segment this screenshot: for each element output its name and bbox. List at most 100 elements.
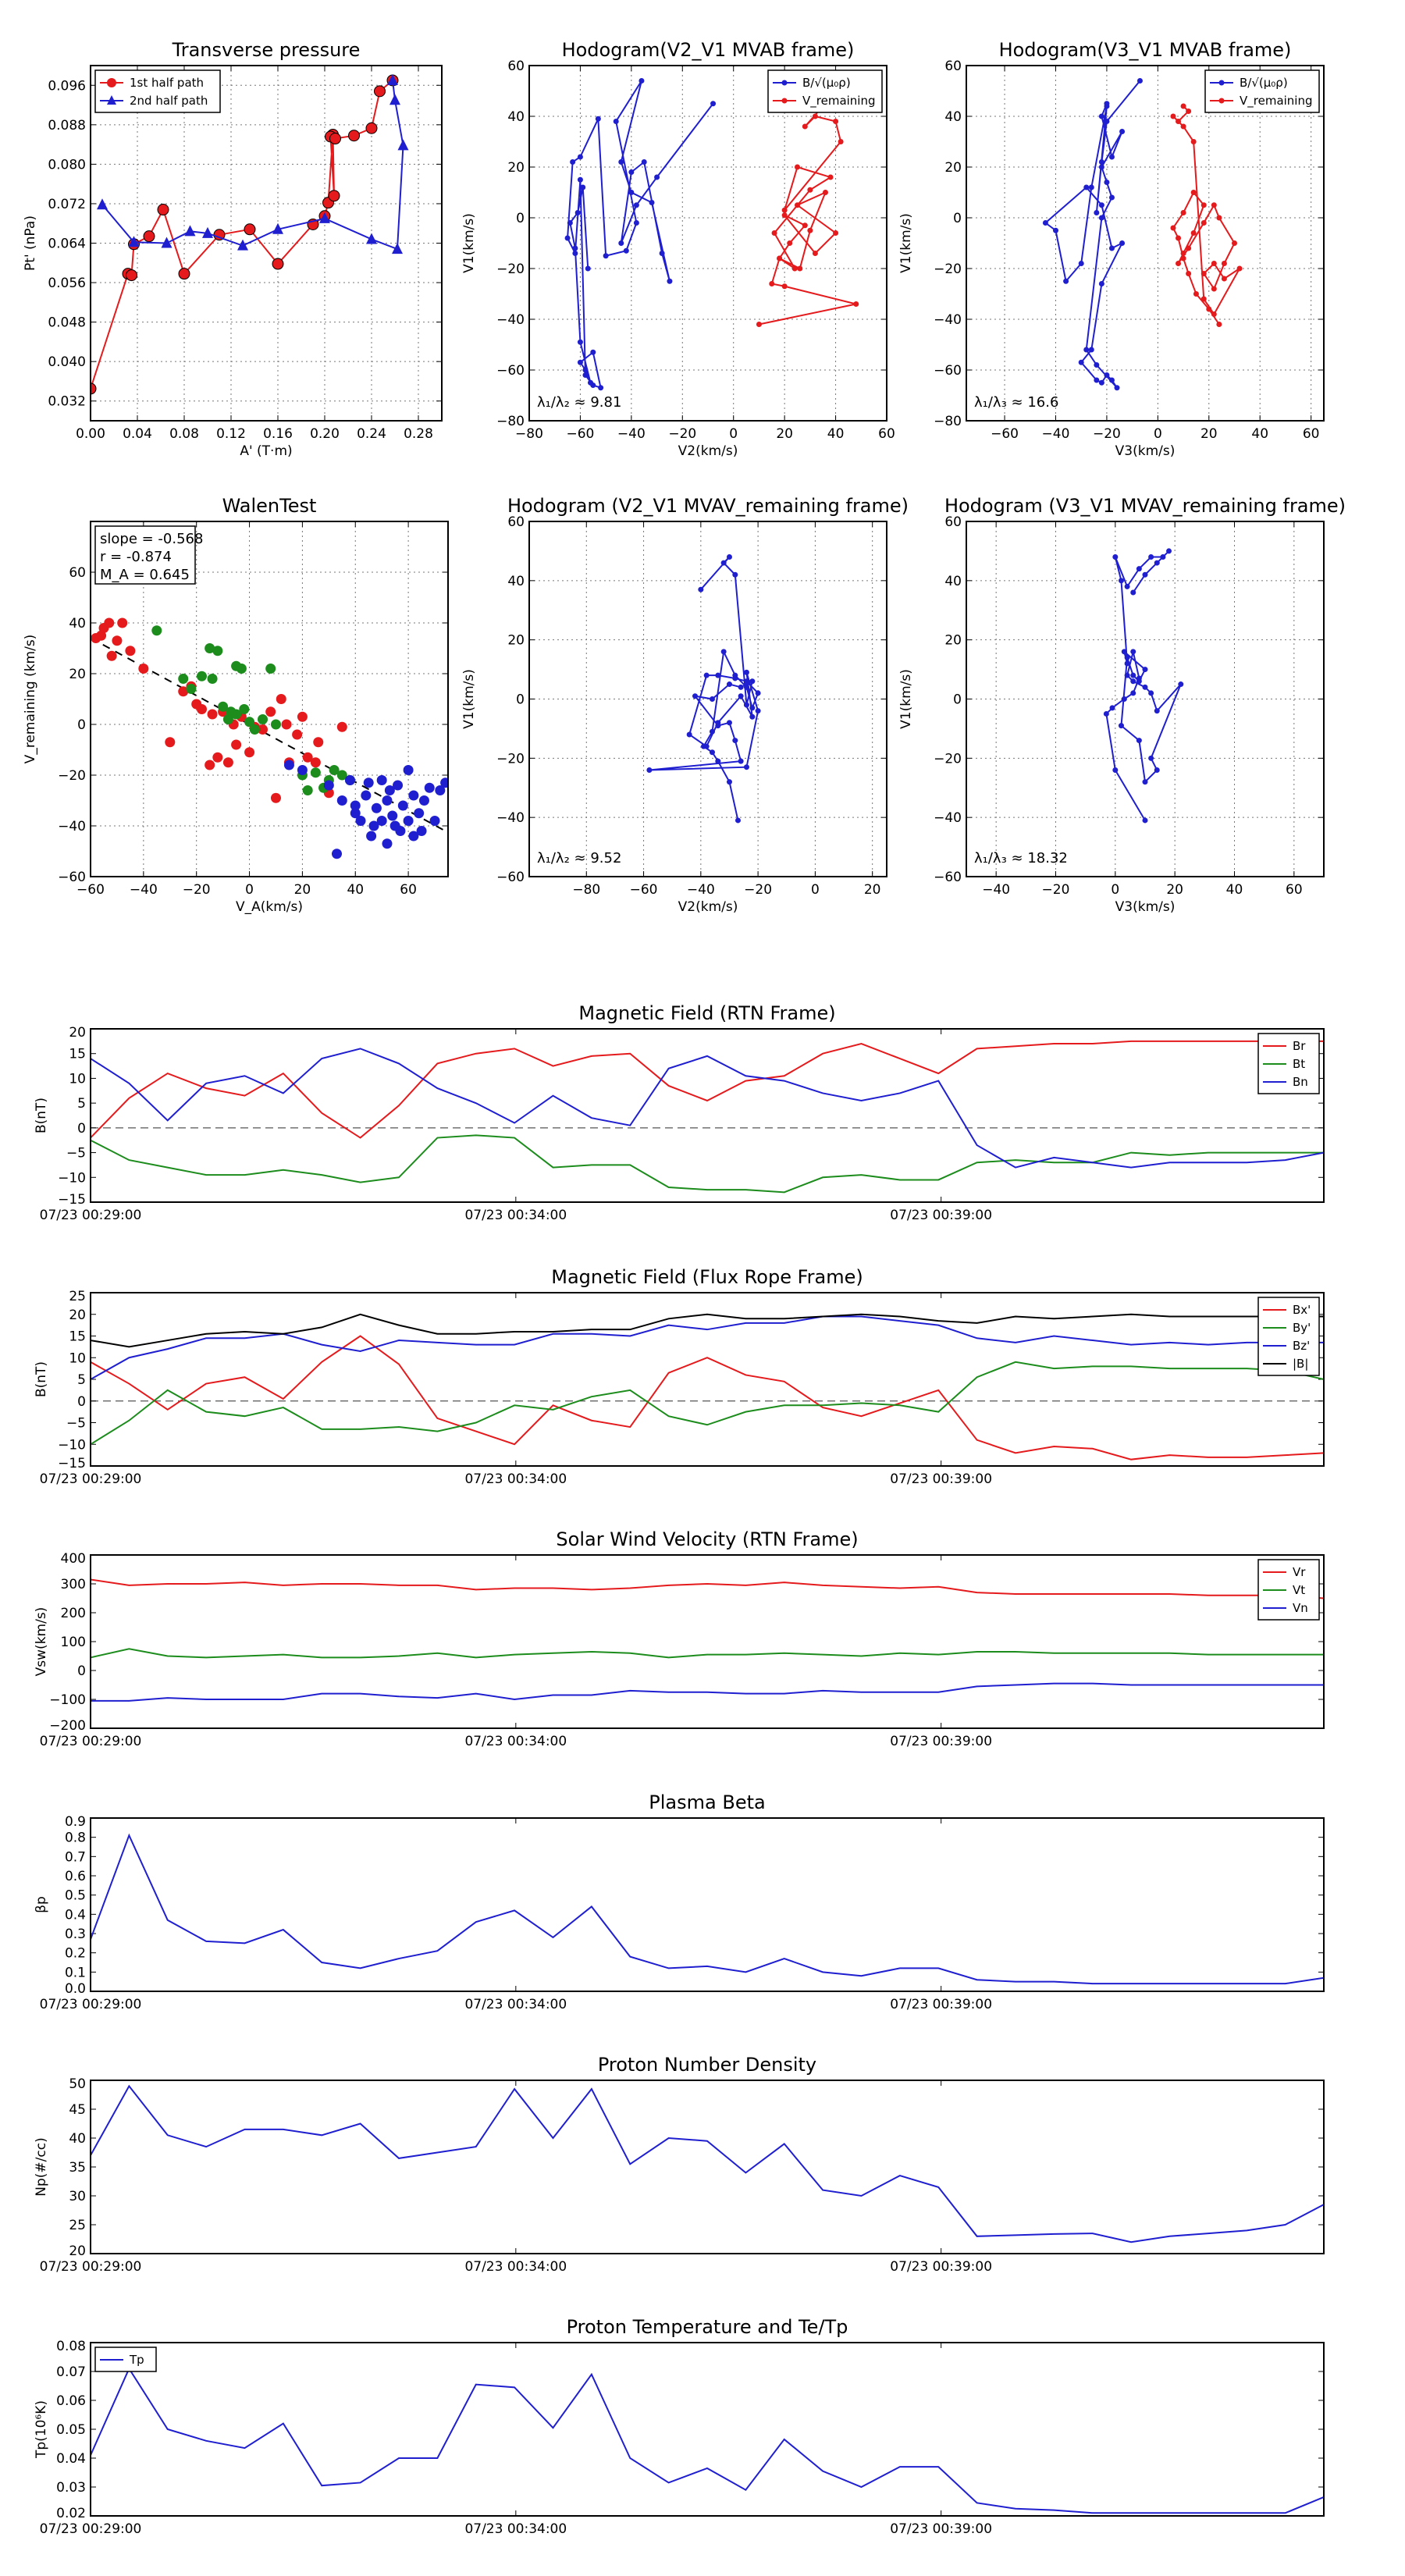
data-point — [1216, 322, 1222, 327]
data-point — [715, 672, 721, 678]
ticks — [90, 1028, 1324, 1203]
data-point — [1136, 78, 1143, 84]
data-point — [313, 737, 324, 748]
plot-area — [564, 78, 859, 391]
data-point — [387, 810, 398, 821]
data-point — [258, 714, 269, 724]
data-point — [161, 237, 173, 248]
data-point — [1109, 705, 1115, 711]
data-point — [270, 719, 281, 730]
y-tick-label: 45 — [69, 2102, 86, 2118]
series-vr — [91, 1578, 1324, 1599]
y-tick-label: −5 — [66, 1416, 86, 1432]
data-point — [703, 672, 710, 678]
data-point — [1160, 554, 1166, 560]
data-point — [567, 220, 573, 226]
data-point — [618, 159, 624, 165]
data-point — [1211, 261, 1217, 266]
data-point — [244, 747, 255, 758]
legend-label: Bz' — [1293, 1339, 1310, 1353]
data-point — [738, 758, 744, 764]
y-tick-label: 200 — [61, 1606, 86, 1621]
x-tick-label: −60 — [76, 882, 105, 898]
data-point — [389, 94, 400, 105]
data-point — [755, 708, 761, 714]
data-point — [1108, 154, 1115, 160]
data-point — [297, 711, 308, 722]
x-tick-label: 20 — [294, 882, 311, 898]
y-tick-label: 0.1 — [65, 1965, 86, 1980]
y-tick-label: 60 — [944, 59, 962, 74]
data-point — [1112, 554, 1119, 560]
data-point — [237, 239, 248, 251]
y-tick-label: 0.2 — [65, 1946, 86, 1962]
x-tick-label: 07/23 00:29:00 — [40, 1471, 142, 1487]
x-tick-label: 0.20 — [310, 426, 340, 442]
data-point — [654, 174, 660, 180]
data-point — [258, 724, 269, 735]
data-point — [1170, 225, 1176, 231]
data-point — [686, 731, 692, 738]
data-point — [1119, 129, 1126, 134]
y-axis-label: V_remaining (km/s) — [23, 635, 38, 764]
legend-label: Vr — [1293, 1565, 1306, 1579]
x-tick-label: 60 — [878, 426, 895, 442]
legend-marker — [107, 78, 116, 87]
data-point — [1124, 654, 1130, 660]
x-tick-label: 07/23 00:29:00 — [40, 1997, 142, 2012]
ticks — [90, 66, 442, 421]
plot-frame — [90, 65, 443, 422]
data-point — [628, 190, 635, 195]
x-tick-label: 0.00 — [76, 426, 105, 442]
series-bx- — [91, 1335, 1324, 1461]
data-point — [276, 694, 286, 704]
legend-label: Tp — [129, 2353, 144, 2367]
chart-vsw: Solar Wind Velocity (RTN Frame) 07/23 00:… — [34, 1528, 1325, 1749]
data-point — [1108, 194, 1115, 201]
data-point — [771, 230, 777, 236]
series-line — [91, 1335, 1324, 1461]
x-tick-label: 07/23 00:39:00 — [890, 2259, 992, 2275]
chart-hodo_v3_mvav: Hodogram (V3_V1 MVAV_remaining frame) −40… — [898, 495, 1346, 915]
data-point — [371, 802, 382, 813]
data-point — [355, 816, 366, 826]
data-point — [297, 765, 308, 775]
chart-title: Hodogram(V2_V1 MVAB frame) — [562, 39, 855, 61]
x-tick-label: 0 — [245, 882, 254, 898]
x-tick-label: 07/23 00:29:00 — [40, 2521, 142, 2537]
y-tick-label: 0 — [77, 1663, 86, 1679]
ticks — [90, 1817, 1324, 1992]
data-point — [393, 780, 404, 791]
data-point — [329, 133, 341, 145]
series-line — [91, 1361, 1324, 1446]
data-point — [1108, 377, 1115, 383]
data-point — [1124, 672, 1130, 678]
plot-frame — [90, 1028, 1325, 1203]
data-point — [1094, 362, 1100, 368]
data-point — [641, 159, 647, 165]
y-tick-label: 0.05 — [56, 2422, 86, 2438]
x-tick-label: 07/23 00:39:00 — [890, 1208, 992, 1223]
data-point — [791, 265, 798, 272]
y-tick-label: 0.5 — [65, 1888, 86, 1904]
y-tick-label: 5 — [77, 1096, 86, 1112]
y-axis-label: Tp(10⁶K) — [34, 2400, 49, 2459]
chart-title: Hodogram (V3_V1 MVAV_remaining frame) — [944, 495, 1346, 517]
x-tick-label: 07/23 00:29:00 — [40, 2259, 142, 2275]
plot-area — [91, 2084, 1324, 2243]
ticks — [966, 521, 1324, 877]
y-tick-label: −80 — [496, 414, 525, 429]
x-tick-label: 0 — [1154, 426, 1162, 442]
data-point — [1142, 571, 1148, 578]
data-point — [366, 831, 377, 841]
data-point — [1176, 235, 1182, 241]
data-point — [732, 571, 738, 578]
series-line — [91, 2084, 1324, 2243]
data-point — [178, 674, 189, 684]
data-point — [117, 617, 128, 628]
series--p — [91, 1833, 1324, 1985]
y-tick-label: 0.02 — [56, 2506, 86, 2521]
data-point — [1180, 123, 1186, 130]
y-tick-label: −100 — [49, 1692, 86, 1708]
x-tick-label: 20 — [864, 882, 881, 898]
